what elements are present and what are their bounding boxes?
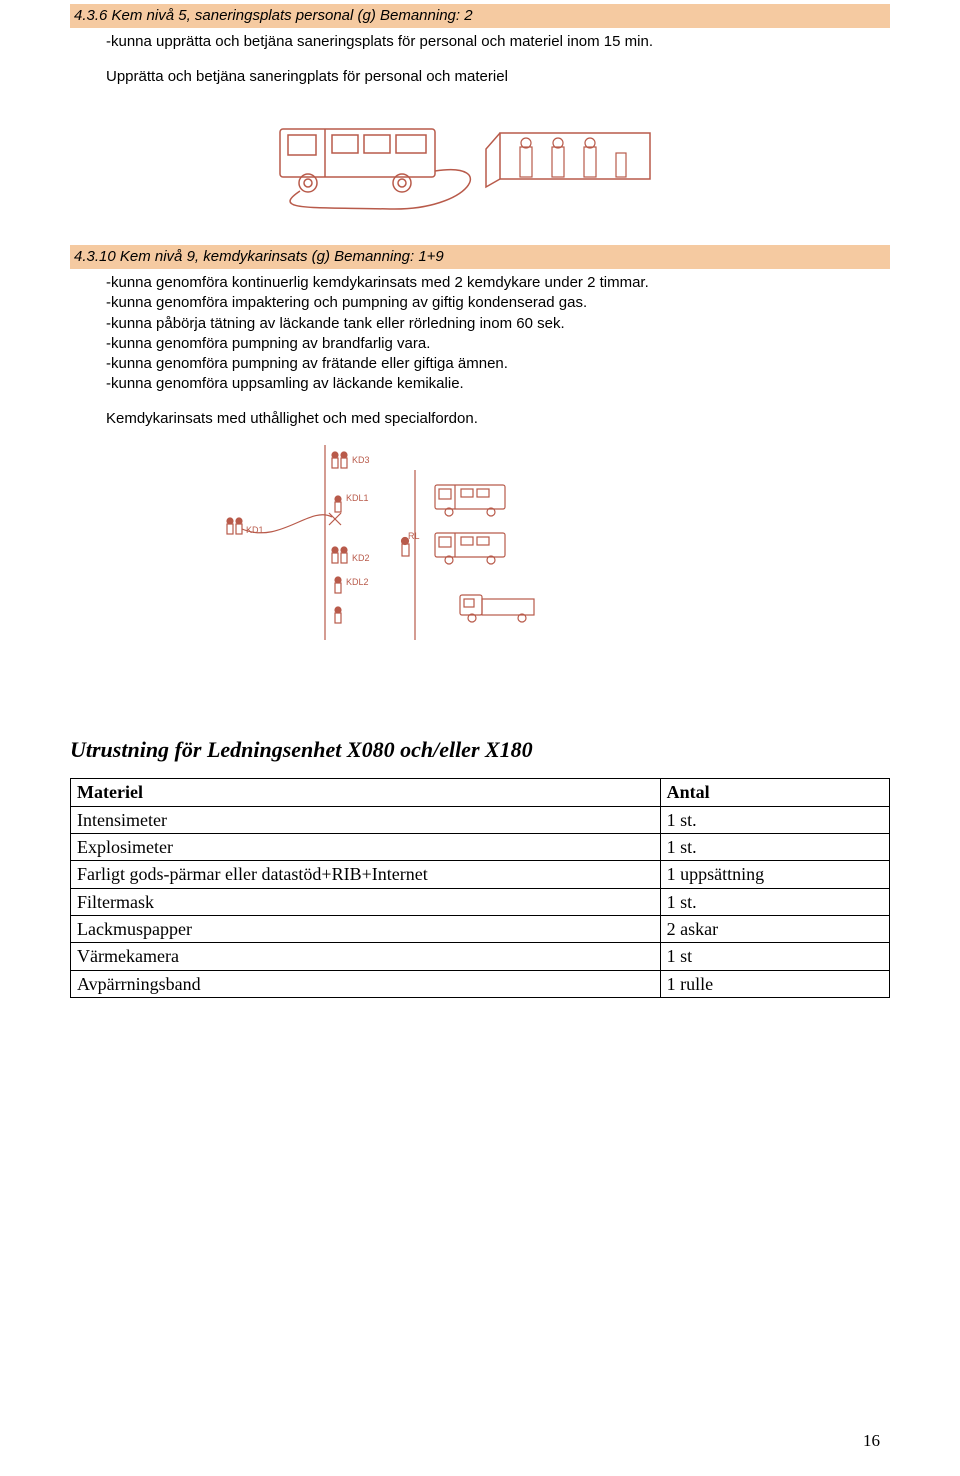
section-4310-line: -kunna genomföra impaktering och pumpnin…: [76, 293, 884, 313]
cell: 1 st.: [660, 888, 889, 915]
section-436-body: -kunna upprätta och betjäna saneringspla…: [70, 28, 890, 97]
cell: Lackmuspapper: [71, 915, 661, 942]
diagram-kemdykarinsats: KD3 KDL1 KD1 KD2 KDL2: [210, 445, 590, 645]
table-row: Avpärrningsband1 rulle: [71, 970, 890, 997]
svg-text:KDL1: KDL1: [346, 493, 369, 503]
section-4310-line: -kunna genomföra uppsamling av läckande …: [76, 374, 884, 394]
page-number: 16: [863, 1430, 880, 1453]
col-antal: Antal: [660, 779, 889, 806]
section-4310-line: -kunna genomföra pumpning av frätande el…: [76, 354, 884, 374]
svg-text:KD1: KD1: [246, 525, 264, 535]
col-materiel: Materiel: [71, 779, 661, 806]
section-436-line2: Upprätta och betjäna saneringplats för p…: [76, 67, 884, 87]
equipment-heading: Utrustning för Ledningsenhet X080 och/el…: [70, 735, 890, 765]
section-4310-body: -kunna genomföra kontinuerlig kemdykarin…: [70, 269, 890, 439]
svg-text:RL: RL: [408, 531, 420, 541]
svg-text:KD3: KD3: [352, 455, 370, 465]
equipment-table: Materiel Antal Intensimeter1 st. Explosi…: [70, 778, 890, 997]
table-row: Värmekamera1 st: [71, 943, 890, 970]
table-row: Intensimeter1 st.: [71, 806, 890, 833]
svg-text:KD2: KD2: [352, 553, 370, 563]
table-row: Lackmuspapper2 askar: [71, 915, 890, 942]
section-4310-line: -kunna påbörja tätning av läckande tank …: [76, 314, 884, 334]
section-436-header: 4.3.6 Kem nivå 5, saneringsplats persona…: [70, 4, 890, 28]
section-436-line1: -kunna upprätta och betjäna saneringspla…: [76, 32, 884, 52]
cell: Intensimeter: [71, 806, 661, 833]
cell: Avpärrningsband: [71, 970, 661, 997]
cell: Explosimeter: [71, 834, 661, 861]
cell: Farligt gods-pärmar eller datastöd+RIB+I…: [71, 861, 661, 888]
section-4310-closing: Kemdykarinsats med uthållighet och med s…: [76, 409, 884, 429]
table-row: Explosimeter1 st.: [71, 834, 890, 861]
cell: Filtermask: [71, 888, 661, 915]
cell: 1 uppsättning: [660, 861, 889, 888]
section-4310-header: 4.3.10 Kem nivå 9, kemdykarinsats (g) Be…: [70, 245, 890, 269]
table-row: Filtermask1 st.: [71, 888, 890, 915]
cell: 1 st.: [660, 834, 889, 861]
diagram-saneringsplats: [270, 111, 650, 231]
table-row: Farligt gods-pärmar eller datastöd+RIB+I…: [71, 861, 890, 888]
section-4310-line: -kunna genomföra kontinuerlig kemdykarin…: [76, 273, 884, 293]
table-header-row: Materiel Antal: [71, 779, 890, 806]
svg-text:KDL2: KDL2: [346, 577, 369, 587]
cell: 2 askar: [660, 915, 889, 942]
cell: 1 st: [660, 943, 889, 970]
cell: 1 st.: [660, 806, 889, 833]
cell: 1 rulle: [660, 970, 889, 997]
cell: Värmekamera: [71, 943, 661, 970]
section-4310-line: -kunna genomföra pumpning av brandfarlig…: [76, 334, 884, 354]
